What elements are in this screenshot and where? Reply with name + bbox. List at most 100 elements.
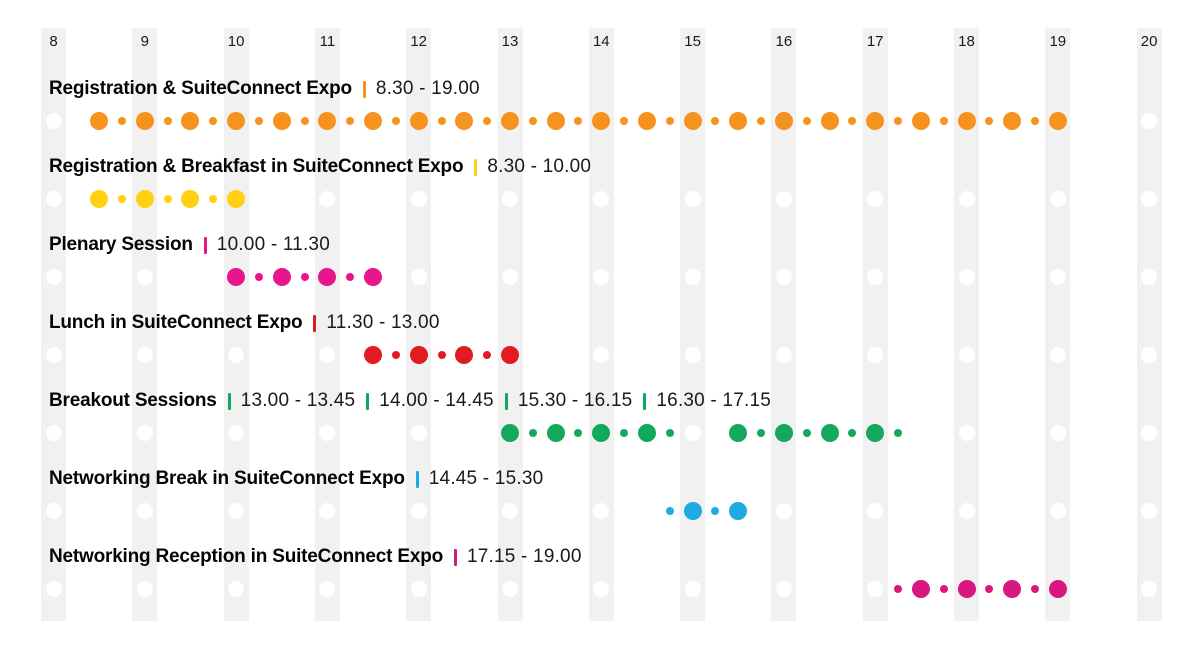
event-time: 14.00 - 14.45 <box>379 390 494 411</box>
event-dot <box>848 429 857 437</box>
event-dot <box>820 424 839 442</box>
event-dot <box>346 117 355 125</box>
event-dot <box>163 195 172 203</box>
time-separator-bar <box>474 158 478 176</box>
event-time: 13.00 - 13.45 <box>240 390 356 411</box>
event-dot <box>528 117 537 125</box>
grid-dot <box>1141 347 1158 363</box>
event-row-title: Registration & SuiteConnect Expo 8.30 - 1… <box>49 78 480 100</box>
event-dot <box>985 585 994 593</box>
hour-label: 9 <box>140 33 149 50</box>
event-dot <box>683 112 702 130</box>
event-dot <box>209 195 218 203</box>
grid-dot <box>867 269 884 285</box>
grid-dot <box>228 347 245 363</box>
event-time: 8.30 - 19.00 <box>375 78 480 99</box>
event-dot <box>254 273 263 281</box>
event-dot <box>455 112 474 130</box>
event-dot <box>1030 117 1039 125</box>
event-dot <box>209 117 218 125</box>
grid-dot <box>319 191 336 207</box>
event-dot <box>866 112 885 130</box>
grid-dot <box>228 503 245 519</box>
event-label: Registration & SuiteConnect Expo <box>49 78 352 99</box>
event-dot <box>117 117 126 125</box>
event-label: Networking Reception in SuiteConnect Exp… <box>49 546 444 567</box>
time-separator-bar <box>643 392 647 410</box>
hour-label: 20 <box>1140 33 1158 50</box>
grid-dot <box>410 425 427 441</box>
grid-dot <box>775 503 792 519</box>
event-dot <box>637 424 656 442</box>
event-dot <box>272 112 291 130</box>
time-separator-bar <box>366 392 370 410</box>
time-separator-bar <box>227 392 231 410</box>
event-dot <box>391 351 400 359</box>
event-dot <box>894 585 903 593</box>
event-row-title: Lunch in SuiteConnect Expo 11.30 - 13.00 <box>49 312 440 334</box>
grid-dot <box>136 347 153 363</box>
grid-dot <box>136 425 153 441</box>
event-dot <box>620 117 629 125</box>
event-dot <box>1048 112 1067 130</box>
event-row-title: Plenary Session 10.00 - 11.30 <box>49 234 330 256</box>
event-dot <box>894 429 903 437</box>
grid-dot <box>775 269 792 285</box>
event-time: 11.30 - 13.00 <box>326 312 440 333</box>
event-dot <box>729 424 748 442</box>
event-dot <box>757 429 766 437</box>
grid-dot <box>684 581 701 597</box>
event-dot <box>455 346 474 364</box>
grid-dot <box>410 269 427 285</box>
hour-label: 11 <box>319 33 336 50</box>
grid-dot <box>1141 269 1158 285</box>
event-dot <box>939 117 948 125</box>
event-dot <box>437 351 446 359</box>
event-dot <box>346 273 355 281</box>
event-dot <box>501 346 519 364</box>
event-dot <box>729 502 748 520</box>
event-dot <box>528 429 537 437</box>
event-dot <box>272 268 291 286</box>
grid-dot <box>136 581 153 597</box>
grid-dot <box>45 425 62 441</box>
grid-dot <box>228 425 245 441</box>
grid-dot <box>684 425 701 441</box>
event-time: 15.30 - 16.15 <box>517 390 633 411</box>
grid-dot <box>45 191 62 207</box>
event-label: Registration & Breakfast in SuiteConnect… <box>49 156 464 177</box>
grid-dot <box>593 503 610 519</box>
event-dot <box>181 112 200 130</box>
grid-dot <box>867 503 884 519</box>
event-label: Breakout Sessions <box>49 390 217 411</box>
grid-dot <box>958 191 975 207</box>
event-dot <box>592 112 611 130</box>
event-dot <box>637 112 656 130</box>
event-dot <box>135 112 154 130</box>
event-dot <box>483 117 492 125</box>
grid-dot <box>1141 191 1158 207</box>
grid-dot <box>319 581 336 597</box>
event-dot <box>665 507 674 515</box>
grid-dot <box>958 425 975 441</box>
grid-dot <box>136 503 153 519</box>
grid-dot <box>867 347 884 363</box>
grid-dot <box>775 191 792 207</box>
time-separator-bar <box>454 548 458 566</box>
event-dot <box>300 117 309 125</box>
grid-dot <box>502 191 518 207</box>
time-separator-bar <box>313 314 317 332</box>
hour-label: 16 <box>775 33 793 50</box>
event-time: 17.15 - 19.00 <box>467 546 582 567</box>
grid-dot <box>684 191 701 207</box>
event-time: 8.30 - 10.00 <box>487 156 592 177</box>
hour-label: 15 <box>684 33 701 50</box>
event-dot <box>757 117 766 125</box>
grid-dot <box>1141 503 1158 519</box>
event-dot <box>135 190 154 208</box>
event-time: 16.30 - 17.15 <box>656 390 771 411</box>
grid-dot <box>136 269 153 285</box>
event-dot <box>318 268 337 286</box>
event-dot <box>802 429 811 437</box>
